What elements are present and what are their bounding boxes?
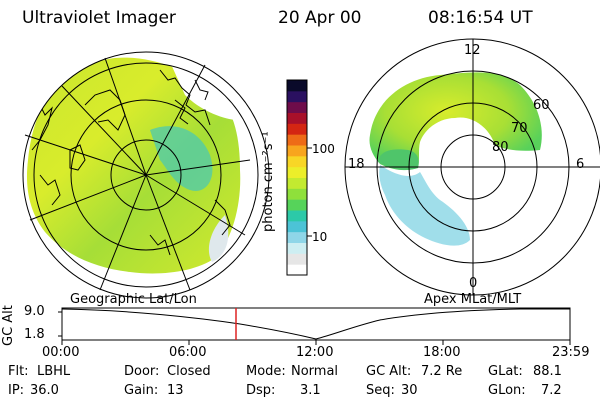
altitude-ylabel: GC Alt xyxy=(1,305,16,346)
colorbar-cell xyxy=(287,210,307,222)
seq-value: 30 xyxy=(401,383,418,398)
colorbar-cell xyxy=(287,101,307,113)
altitude-curve xyxy=(61,308,570,340)
instrument-title: Ultraviolet Imager xyxy=(22,8,176,28)
ip-label: IP: xyxy=(8,383,25,398)
geographic-panel-label: Geographic Lat/Lon xyxy=(70,292,197,307)
colorbar-cell xyxy=(287,242,307,254)
colorbar-cell xyxy=(287,112,307,124)
altitude-plot xyxy=(58,307,571,345)
glon-value: 7.2 xyxy=(541,383,562,398)
mag-green-fringe xyxy=(378,149,419,170)
altitude-ytick-1-8: 1.8 xyxy=(24,327,45,342)
door-label: Door: xyxy=(124,364,160,379)
colorbar-cell xyxy=(287,166,307,178)
seq-label: Seq: xyxy=(366,383,395,398)
altitude-xtick-0000: 00:00 xyxy=(42,345,80,360)
time-label: 08:16:54 UT xyxy=(428,8,533,28)
colorbar-cell xyxy=(287,199,307,211)
colorbar-cell xyxy=(287,264,307,276)
magnetic-panel-label: Apex MLat/MLT xyxy=(424,292,522,307)
colorbar-cell xyxy=(287,253,307,265)
mlt-label-6: 6 xyxy=(576,157,585,172)
mlt-label-0: 0 xyxy=(469,276,478,291)
glat-label: GLat: xyxy=(488,364,523,379)
colorbar-cell xyxy=(287,231,307,243)
mode-label: Mode: xyxy=(246,364,286,379)
door-value: Closed xyxy=(167,364,211,379)
mode-value: Normal xyxy=(291,364,339,379)
altitude-ytick-9: 9.0 xyxy=(24,304,45,319)
mlt-label-18: 18 xyxy=(348,157,365,172)
gain-label: Gain: xyxy=(124,383,159,398)
colorbar-cell xyxy=(287,155,307,168)
mlat-label-60: 60 xyxy=(533,98,550,113)
gain-value: 13 xyxy=(167,383,184,398)
geo-cyan-patch xyxy=(150,126,213,191)
altitude-xtick-2359: 23:59 xyxy=(552,345,590,360)
glon-label: GLon: xyxy=(488,383,526,398)
colorbar-tick-10: 10 xyxy=(312,230,328,244)
dsp-value: 3.1 xyxy=(300,383,321,398)
gc-alt-value: 7.2 Re xyxy=(421,364,463,379)
geographic-map xyxy=(22,51,270,299)
magnetic-map xyxy=(344,38,600,296)
colorbar-cell xyxy=(287,90,307,103)
gc-alt-label: GC Alt: xyxy=(366,364,412,379)
glat-value: 88.1 xyxy=(533,364,562,379)
colorbar xyxy=(286,79,312,276)
geo-edge-dim xyxy=(208,215,229,262)
altitude-xtick-0600: 06:00 xyxy=(169,345,207,360)
colorbar-unit-label: photon cm⁻²s⁻¹ xyxy=(261,131,276,232)
geo-boundary-circle xyxy=(22,51,270,299)
ip-value: 36.0 xyxy=(30,383,59,398)
date-label: 20 Apr 00 xyxy=(278,8,362,28)
geo-latitude-circles xyxy=(33,62,259,288)
altitude-x-ticks xyxy=(61,340,571,345)
colorbar-cell xyxy=(287,123,307,135)
geo-meridians xyxy=(24,57,251,291)
colorbar-cell xyxy=(287,145,307,157)
colorbar-cell xyxy=(287,177,307,189)
mag-mlt-axes xyxy=(345,39,600,295)
colorbar-cell xyxy=(287,188,307,200)
mag-cyan-tail xyxy=(379,165,470,246)
altitude-xtick-1800: 18:00 xyxy=(423,345,461,360)
dsp-label: Dsp: xyxy=(246,383,276,398)
mlat-label-70: 70 xyxy=(511,121,528,136)
flt-value: LBHL xyxy=(37,364,71,379)
colorbar-tick-100: 100 xyxy=(312,142,335,156)
flt-label: Flt: xyxy=(8,364,29,379)
altitude-xtick-1200: 12:00 xyxy=(296,345,334,360)
mlt-label-12: 12 xyxy=(464,43,481,58)
colorbar-cell xyxy=(287,134,307,146)
colorbar-cell xyxy=(287,80,307,92)
mlat-label-80: 80 xyxy=(492,140,509,155)
colorbar-cell xyxy=(287,220,307,233)
